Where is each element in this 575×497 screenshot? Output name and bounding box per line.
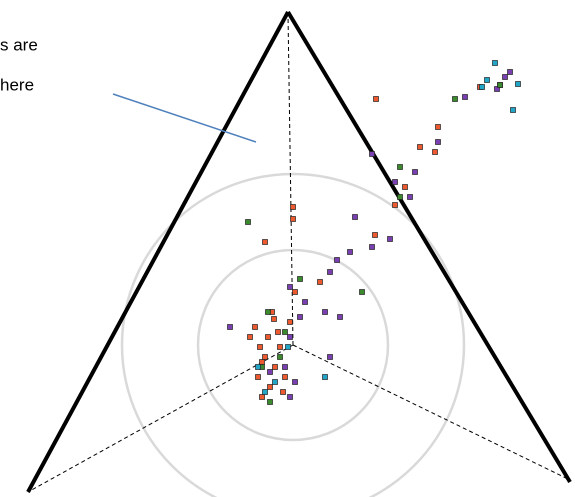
point <box>245 219 251 225</box>
point <box>277 344 283 350</box>
annotation: s are <box>0 35 38 54</box>
point <box>277 354 283 360</box>
frame <box>26 10 572 497</box>
point <box>282 374 288 380</box>
point <box>352 214 358 220</box>
point <box>292 289 298 295</box>
point <box>262 239 268 245</box>
point <box>479 84 485 90</box>
point <box>502 74 508 80</box>
point <box>372 232 378 238</box>
point <box>412 169 418 175</box>
point <box>280 389 286 395</box>
point <box>432 149 438 155</box>
point <box>369 244 375 250</box>
point <box>259 394 265 400</box>
point <box>484 77 490 83</box>
point <box>322 309 328 315</box>
point <box>287 394 293 400</box>
point <box>397 194 403 200</box>
point <box>272 364 278 370</box>
point <box>255 364 261 370</box>
point <box>265 334 271 340</box>
point <box>402 184 408 190</box>
point <box>494 86 500 92</box>
axis-line <box>287 13 294 346</box>
point <box>492 60 498 66</box>
point <box>257 344 263 350</box>
point <box>334 257 340 263</box>
axis-line <box>292 344 571 481</box>
point <box>369 151 375 157</box>
point <box>322 374 328 380</box>
point <box>267 384 273 390</box>
point <box>359 289 365 295</box>
point <box>290 204 296 210</box>
point <box>435 124 441 130</box>
point <box>227 324 233 330</box>
point <box>392 179 398 185</box>
point <box>262 389 268 395</box>
point <box>275 329 281 335</box>
point <box>435 139 441 145</box>
callout-line <box>112 93 257 143</box>
point <box>272 379 278 385</box>
triangle-edge <box>26 11 290 493</box>
point <box>267 369 273 375</box>
point <box>392 202 398 208</box>
point <box>282 364 288 370</box>
axis-line <box>27 344 294 493</box>
point <box>327 354 333 360</box>
point <box>515 81 521 87</box>
point <box>337 314 343 320</box>
point <box>407 194 413 200</box>
point <box>327 269 333 275</box>
point <box>259 359 265 365</box>
inner-ring <box>196 248 390 442</box>
point <box>347 249 353 255</box>
point <box>497 82 503 88</box>
point <box>387 236 393 242</box>
point <box>287 334 293 340</box>
point <box>282 329 288 335</box>
point <box>287 319 293 325</box>
point <box>462 94 468 100</box>
point <box>452 96 458 102</box>
point <box>271 316 277 322</box>
point <box>510 107 516 113</box>
point <box>297 276 303 282</box>
point <box>265 309 271 315</box>
triangle-edge <box>286 10 572 484</box>
point <box>302 299 308 305</box>
point <box>255 374 261 380</box>
point <box>397 164 403 170</box>
point <box>267 399 273 405</box>
point <box>373 96 379 102</box>
annotation: here <box>0 75 34 94</box>
point <box>317 279 323 285</box>
point <box>252 324 258 330</box>
point <box>285 344 291 350</box>
point <box>262 354 268 360</box>
outer-ring <box>120 172 466 497</box>
point <box>297 314 303 320</box>
point <box>417 144 423 150</box>
point <box>290 216 296 222</box>
point <box>507 69 513 75</box>
point <box>247 334 253 340</box>
point <box>292 379 298 385</box>
point <box>287 284 293 290</box>
